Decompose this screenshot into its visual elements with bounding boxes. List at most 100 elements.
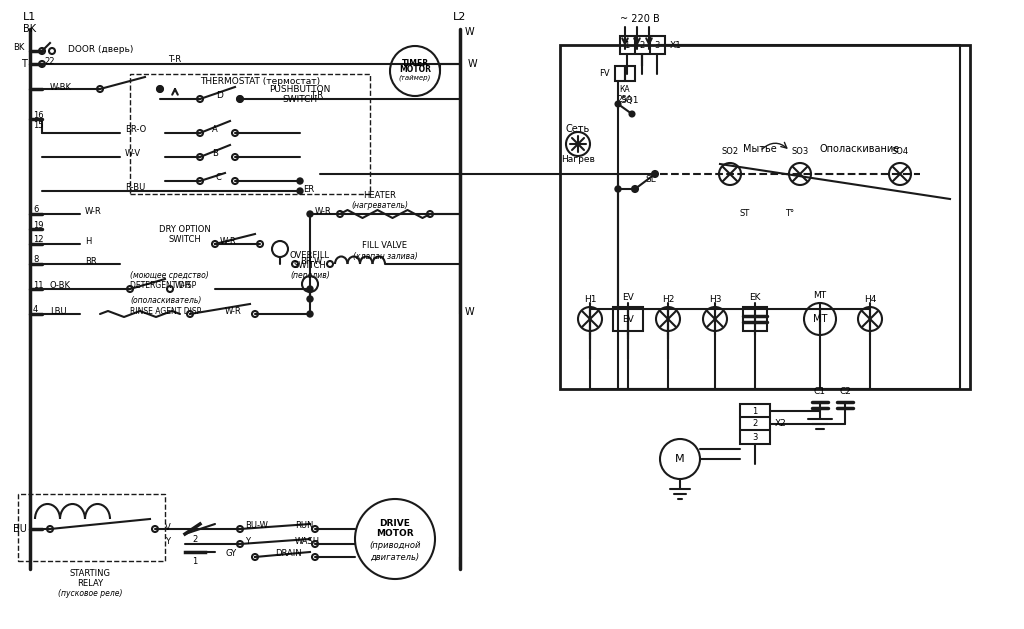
Bar bbox=[615, 66, 635, 81]
Text: V: V bbox=[165, 523, 171, 532]
Text: 12: 12 bbox=[33, 235, 43, 245]
Text: RELAY: RELAY bbox=[77, 579, 103, 589]
Text: BK: BK bbox=[24, 24, 37, 34]
Text: T-R: T-R bbox=[310, 91, 324, 99]
Text: DRY OPTION: DRY OPTION bbox=[159, 225, 211, 233]
Text: 3: 3 bbox=[654, 40, 659, 50]
Text: GY: GY bbox=[225, 550, 237, 559]
Text: OVERFILL: OVERFILL bbox=[290, 252, 330, 260]
Text: THERMOSTAT (термостат): THERMOSTAT (термостат) bbox=[200, 77, 321, 86]
Bar bbox=[740, 404, 770, 444]
Text: (моющее средство): (моющее средство) bbox=[130, 272, 209, 281]
Text: Мытье: Мытье bbox=[743, 144, 777, 154]
Text: STARTING: STARTING bbox=[70, 569, 111, 579]
Text: C2: C2 bbox=[839, 387, 851, 396]
Text: EK: EK bbox=[750, 292, 761, 301]
Text: W-R: W-R bbox=[220, 237, 237, 245]
Text: SWITCH: SWITCH bbox=[283, 94, 317, 104]
Text: H1: H1 bbox=[584, 294, 596, 304]
Text: Ополаскивание: Ополаскивание bbox=[820, 144, 900, 154]
Text: W: W bbox=[468, 59, 477, 69]
Text: М: М bbox=[675, 454, 685, 464]
Text: EV: EV bbox=[623, 314, 634, 323]
Text: H4: H4 bbox=[864, 294, 877, 304]
Circle shape bbox=[652, 171, 658, 177]
Circle shape bbox=[632, 186, 638, 192]
Text: BU: BU bbox=[13, 524, 27, 534]
Text: BK: BK bbox=[13, 43, 25, 52]
Circle shape bbox=[307, 286, 313, 292]
Bar bbox=[18, 494, 165, 561]
Text: SO3: SO3 bbox=[792, 147, 809, 157]
Bar bbox=[560, 45, 970, 389]
Text: 2: 2 bbox=[639, 40, 645, 50]
Text: КА: КА bbox=[620, 84, 631, 94]
Text: ~ 220 В: ~ 220 В bbox=[621, 14, 659, 24]
Text: МТ: МТ bbox=[813, 314, 827, 324]
Text: H2: H2 bbox=[662, 294, 674, 304]
Text: (перелив): (перелив) bbox=[290, 272, 330, 281]
Text: SWITCH: SWITCH bbox=[169, 235, 202, 243]
Text: (таймер): (таймер) bbox=[398, 75, 431, 81]
Text: SL: SL bbox=[645, 174, 655, 184]
Text: WASH: WASH bbox=[295, 537, 321, 545]
Bar bbox=[130, 74, 370, 194]
Circle shape bbox=[307, 296, 313, 302]
Text: (пусковое реле): (пусковое реле) bbox=[57, 589, 122, 599]
Text: PUSHBUTTON: PUSHBUTTON bbox=[269, 84, 331, 94]
Text: Сеть: Сеть bbox=[566, 124, 590, 134]
Text: (нагреватель): (нагреватель) bbox=[351, 201, 409, 211]
Circle shape bbox=[237, 96, 243, 102]
Text: ER: ER bbox=[303, 184, 314, 194]
Bar bbox=[743, 307, 767, 331]
Text: 19: 19 bbox=[33, 221, 43, 230]
Text: LBU: LBU bbox=[50, 306, 67, 316]
Text: DETERGENT DISP: DETERGENT DISP bbox=[130, 282, 197, 291]
Text: 11: 11 bbox=[33, 281, 43, 289]
Text: (клапан залива): (клапан залива) bbox=[352, 252, 418, 260]
Text: (ополаскиватель): (ополаскиватель) bbox=[130, 296, 202, 306]
Text: W-BK: W-BK bbox=[50, 82, 72, 91]
Text: T°: T° bbox=[785, 209, 795, 218]
Text: W-V: W-V bbox=[125, 150, 141, 159]
Text: D: D bbox=[216, 91, 223, 99]
Text: FILL VALVE: FILL VALVE bbox=[362, 242, 408, 250]
Text: R-BU: R-BU bbox=[125, 184, 145, 192]
Text: L1: L1 bbox=[24, 12, 37, 22]
Text: SO2: SO2 bbox=[722, 147, 738, 157]
Text: C: C bbox=[215, 172, 221, 182]
Text: W: W bbox=[465, 307, 475, 317]
Text: T-R: T-R bbox=[168, 55, 181, 65]
Text: 22: 22 bbox=[45, 57, 55, 65]
Circle shape bbox=[630, 111, 635, 116]
Text: 1: 1 bbox=[753, 406, 758, 416]
Text: HEATER: HEATER bbox=[364, 191, 396, 201]
Text: EV: EV bbox=[623, 292, 634, 301]
Text: B: B bbox=[212, 148, 218, 157]
Text: X2: X2 bbox=[775, 420, 786, 428]
Text: W: W bbox=[465, 27, 475, 37]
Text: 2: 2 bbox=[193, 535, 198, 543]
Circle shape bbox=[615, 101, 621, 106]
Text: TIMER: TIMER bbox=[401, 58, 429, 67]
Text: BR: BR bbox=[85, 257, 96, 265]
Text: 1: 1 bbox=[625, 40, 630, 50]
Text: DOOR (дверь): DOOR (дверь) bbox=[68, 45, 133, 53]
Text: FV: FV bbox=[599, 69, 610, 79]
Text: BR-W: BR-W bbox=[300, 257, 323, 265]
Text: A: A bbox=[212, 125, 218, 133]
Text: H: H bbox=[85, 237, 91, 245]
Text: X1: X1 bbox=[670, 40, 682, 50]
Text: SТ: SТ bbox=[740, 209, 751, 218]
Text: RUN: RUN bbox=[295, 521, 313, 530]
Circle shape bbox=[297, 178, 303, 184]
Text: BR-O: BR-O bbox=[125, 126, 146, 135]
Text: BU-W: BU-W bbox=[245, 521, 268, 530]
Text: RINSE AGENT DISP: RINSE AGENT DISP bbox=[130, 306, 202, 316]
Circle shape bbox=[307, 311, 313, 317]
Text: SQ1: SQ1 bbox=[621, 96, 639, 106]
Text: 16: 16 bbox=[33, 111, 44, 120]
Text: W-R: W-R bbox=[175, 282, 191, 291]
Text: (приводной: (приводной bbox=[370, 542, 421, 550]
Text: MOTOR: MOTOR bbox=[399, 65, 431, 74]
